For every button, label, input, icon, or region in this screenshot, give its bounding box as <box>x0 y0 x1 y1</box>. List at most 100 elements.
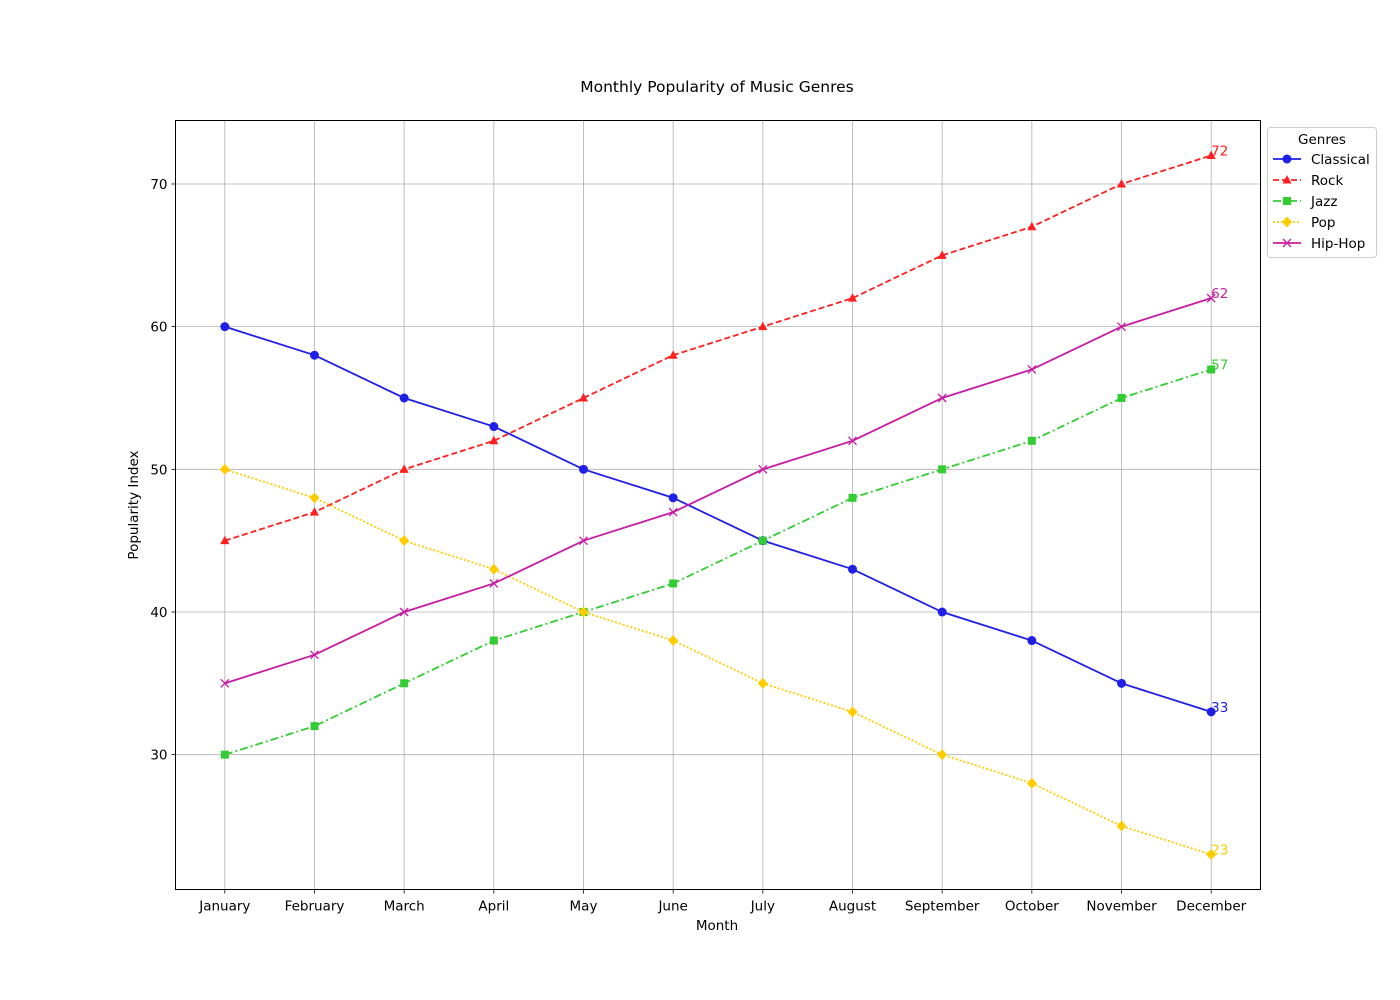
data-point-classical <box>489 422 499 432</box>
data-point-hip-hop <box>758 464 768 474</box>
x-tick-label: March <box>384 899 425 915</box>
data-point-classical <box>220 322 230 332</box>
x-axis-label: Month <box>696 918 738 934</box>
data-point-rock <box>848 293 858 302</box>
series-pop: 23 <box>219 463 1228 861</box>
end-label-hip-hop: 62 <box>1211 286 1228 302</box>
data-point-pop <box>757 677 768 689</box>
data-point-hip-hop <box>1117 322 1126 332</box>
legend-marker-rock <box>1282 175 1292 184</box>
data-point-pop <box>847 706 858 718</box>
data-point-pop <box>578 606 589 618</box>
data-point-jazz <box>1117 393 1126 402</box>
x-tick-label: September <box>905 899 980 915</box>
end-label-classical: 33 <box>1211 700 1228 716</box>
data-point-pop <box>219 463 230 475</box>
legend-item-rock: Rock <box>1273 173 1343 189</box>
data-point-classical <box>1117 678 1127 688</box>
end-label-jazz: 57 <box>1211 357 1228 373</box>
data-point-hip-hop <box>848 436 857 446</box>
x-tick-label: December <box>1176 899 1246 915</box>
series-layer: 33 72 57 23 62 <box>219 143 1228 861</box>
data-point-classical <box>578 464 588 474</box>
data-point-hip-hop <box>1206 293 1216 303</box>
x-tick-label: April <box>478 899 509 915</box>
data-point-jazz <box>848 493 857 502</box>
legend-item-classical: Classical <box>1273 152 1370 168</box>
data-point-jazz <box>1027 436 1036 445</box>
legend-marker-classical <box>1282 154 1292 164</box>
legend-label-hip-hop: Hip-Hop <box>1311 236 1365 252</box>
data-point-classical <box>1027 636 1037 646</box>
data-point-pop <box>937 749 948 761</box>
legend-marker-jazz <box>1283 197 1291 205</box>
data-point-pop <box>309 492 320 504</box>
y-tick-label: 50 <box>150 462 167 478</box>
legend-marker-pop <box>1282 216 1292 228</box>
end-label-rock: 72 <box>1211 143 1228 159</box>
data-point-rock <box>668 350 678 359</box>
axis-ticks: January February March April May June July Augu… <box>150 177 1246 915</box>
data-point-hip-hop <box>489 579 499 588</box>
series-line-rock <box>224 154 1212 542</box>
y-tick-label: 30 <box>150 748 167 764</box>
legend-item-jazz: Jazz <box>1273 194 1337 210</box>
data-point-hip-hop <box>937 393 947 403</box>
data-point-classical <box>848 564 858 574</box>
chart-title: Monthly Popularity of Music Genres <box>580 78 854 96</box>
series-classical: 33 <box>220 322 1228 717</box>
grid-lines <box>175 120 1261 890</box>
x-tick-label: February <box>285 899 345 915</box>
data-point-jazz <box>310 722 319 731</box>
data-point-rock <box>309 507 319 516</box>
legend-label-pop: Pop <box>1311 215 1336 231</box>
data-point-rock <box>578 392 588 402</box>
data-point-pop <box>488 563 499 575</box>
series-line-jazz <box>224 368 1212 756</box>
series-hip-hop: 62 <box>220 286 1228 688</box>
series-line-classical <box>224 325 1212 713</box>
legend-label-rock: Rock <box>1311 173 1343 189</box>
x-tick-label: October <box>1005 899 1059 915</box>
data-point-pop <box>399 535 410 547</box>
data-point-jazz <box>400 679 409 688</box>
data-point-pop <box>1206 849 1217 861</box>
data-point-jazz <box>220 750 229 759</box>
x-tick-label: July <box>750 899 775 915</box>
series-jazz: 57 <box>220 357 1228 759</box>
data-point-jazz <box>1207 365 1216 374</box>
legend-title: Genres <box>1298 132 1346 148</box>
data-point-hip-hop <box>579 536 588 546</box>
x-tick-label: May <box>570 899 598 915</box>
data-point-hip-hop <box>668 507 678 517</box>
data-point-rock <box>489 435 499 445</box>
data-point-classical <box>937 607 947 617</box>
data-point-rock <box>1206 150 1216 159</box>
x-tick-label: June <box>657 899 687 915</box>
legend-item-pop: Pop <box>1273 215 1336 231</box>
data-point-classical <box>1206 707 1216 717</box>
series-line-pop <box>224 468 1212 856</box>
plot-frame <box>175 120 1261 890</box>
data-point-hip-hop <box>310 650 319 660</box>
x-tick-label: November <box>1086 899 1157 915</box>
data-point-rock <box>758 321 768 331</box>
y-tick-label: 60 <box>150 320 167 336</box>
legend: Genres Classical Rock Jazz Pop Hip-Hop <box>1267 127 1377 258</box>
data-point-rock <box>220 535 230 545</box>
data-point-jazz <box>758 536 767 545</box>
data-point-classical <box>309 350 319 360</box>
y-tick-label: 40 <box>150 605 167 621</box>
data-point-rock <box>1027 221 1037 231</box>
data-point-jazz <box>938 465 947 474</box>
data-point-classical <box>668 493 678 503</box>
data-point-jazz <box>489 636 498 645</box>
data-point-classical <box>399 393 409 403</box>
data-point-hip-hop <box>1027 365 1037 374</box>
data-point-jazz <box>669 579 678 588</box>
legend-item-hip-hop: Hip-Hop <box>1273 236 1365 252</box>
data-point-rock <box>399 464 409 473</box>
legend-label-jazz: Jazz <box>1310 194 1337 210</box>
